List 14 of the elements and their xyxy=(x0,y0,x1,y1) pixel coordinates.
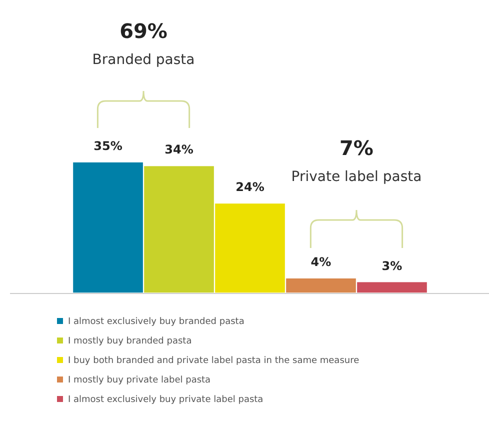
data-label: 34% xyxy=(164,142,194,157)
legend-label: I almost exclusively buy private label pasta xyxy=(68,395,264,405)
legend-label: I mostly buy branded pasta xyxy=(68,336,192,346)
legend-label: I buy both branded and private label pasta in the same measure xyxy=(68,356,360,366)
legend-label: I almost exclusively buy branded pasta xyxy=(68,317,244,327)
text: 69% xyxy=(120,19,168,43)
data-label: 3% xyxy=(382,258,402,273)
text: 7% xyxy=(340,136,374,160)
text: Branded pasta xyxy=(92,52,195,68)
annotation: Private label pasta xyxy=(291,169,422,185)
data-label: 24% xyxy=(236,180,264,194)
data-label: 35% xyxy=(94,139,122,153)
legend-label: I mostly buy private label pasta xyxy=(68,376,211,386)
data-label: 4% xyxy=(310,255,332,270)
